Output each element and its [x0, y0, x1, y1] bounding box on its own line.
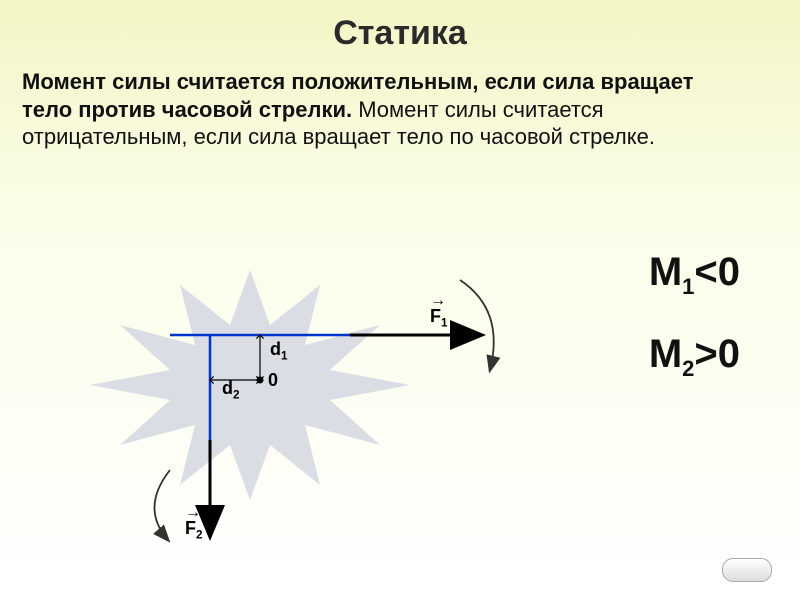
rotation-curve-f1: [460, 280, 494, 370]
rotation-curve-f2: [154, 470, 170, 540]
equation-m1: M1<0: [649, 250, 740, 300]
page-title: Статика: [0, 0, 800, 53]
description-paragraph: Момент силы считается положительным, есл…: [22, 68, 722, 151]
equation-m2: M2>0: [649, 332, 740, 382]
d2-label: d2: [222, 378, 240, 402]
f2-label: F2: [185, 518, 203, 542]
moment-diagram: 0 d1 d2 F1 F2: [40, 240, 520, 560]
next-slide-button[interactable]: [722, 558, 772, 582]
pivot-label: 0: [268, 370, 278, 391]
d1-label: d1: [270, 339, 288, 363]
f1-label: F1: [430, 306, 448, 330]
moment-equations: M1<0 M2>0: [649, 250, 740, 414]
diagram-lines: [40, 240, 520, 560]
